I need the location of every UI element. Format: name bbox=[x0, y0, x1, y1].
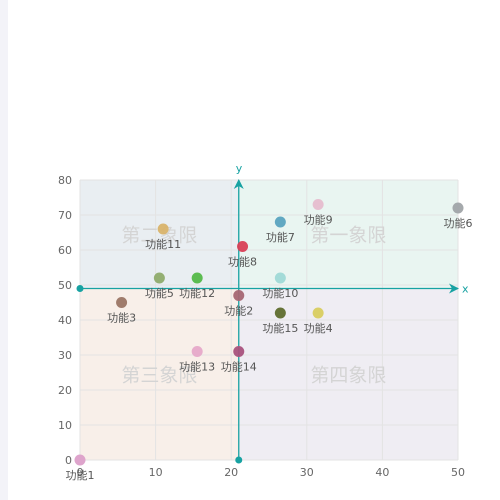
point-label: 功能6 bbox=[444, 216, 473, 230]
point-label: 功能14 bbox=[221, 360, 257, 374]
x-tick-label: 50 bbox=[451, 466, 465, 479]
y-tick-label: 10 bbox=[58, 419, 72, 432]
quadrant-4-bg bbox=[238, 288, 458, 460]
point-label: 功能1 bbox=[66, 468, 95, 482]
scatter-point bbox=[191, 272, 203, 284]
point-label: 功能2 bbox=[224, 304, 253, 318]
data-points: 功能1 功能2 功能3 功能4 功能5 功能6 功能7 功能8 功能9 功能10 功能11 功能12 功… bbox=[66, 199, 473, 482]
point-label: 功能7 bbox=[266, 230, 295, 244]
point-label: 功能3 bbox=[107, 311, 136, 325]
x-tick-label: 10 bbox=[149, 466, 163, 479]
axis-ticks: 0 10 20 30 40 50 0 10 20 30 40 50 60 70 80 bbox=[58, 174, 465, 479]
y-axis-origin-dot bbox=[235, 456, 243, 464]
y-tick-label: 60 bbox=[58, 244, 72, 257]
x-tick-label: 20 bbox=[224, 466, 238, 479]
scatter-point bbox=[233, 290, 245, 301]
x-tick-label: 30 bbox=[300, 466, 314, 479]
scatter-point bbox=[274, 307, 286, 319]
y-tick-label: 50 bbox=[58, 279, 72, 292]
y-tick-label: 70 bbox=[58, 209, 72, 222]
point-label: 功能8 bbox=[228, 255, 257, 269]
y-axis-name: y bbox=[236, 162, 243, 175]
point-label: 功能10 bbox=[262, 286, 298, 300]
quadrant-label: 第一象限 bbox=[310, 224, 386, 246]
scatter-point bbox=[191, 346, 203, 357]
scatter-point bbox=[274, 216, 286, 228]
side-panel-strip bbox=[0, 0, 8, 500]
quadrant-label: 第三象限 bbox=[121, 364, 197, 386]
scatter-point bbox=[274, 272, 286, 284]
y-tick-label: 40 bbox=[58, 314, 72, 327]
point-label: 功能11 bbox=[145, 237, 181, 251]
x-axis-name: x bbox=[462, 283, 469, 296]
scatter-point bbox=[116, 297, 128, 308]
scatter-point bbox=[237, 241, 249, 252]
grid-lines bbox=[79, 179, 459, 461]
point-label: 功能13 bbox=[179, 360, 215, 374]
quadrant-3-bg bbox=[80, 288, 239, 460]
y-tick-label: 80 bbox=[58, 174, 72, 187]
scatter-point bbox=[312, 307, 324, 319]
x-tick-label: 40 bbox=[375, 466, 389, 479]
point-label: 功能4 bbox=[304, 321, 333, 335]
center-axes: xy bbox=[76, 162, 469, 464]
y-tick-label: 30 bbox=[58, 349, 72, 362]
quadrant-2-bg bbox=[80, 180, 239, 289]
scatter-point bbox=[452, 202, 464, 214]
y-tick-label: 0 bbox=[65, 454, 72, 467]
point-label: 功能9 bbox=[304, 213, 333, 227]
scatter-point bbox=[157, 223, 169, 235]
y-tick-label: 20 bbox=[58, 384, 72, 397]
point-label: 功能5 bbox=[145, 286, 174, 300]
x-axis-arrow bbox=[449, 283, 459, 294]
scatter-point bbox=[74, 454, 86, 466]
x-tick-label: 0 bbox=[77, 466, 84, 479]
scatter-point bbox=[233, 346, 245, 357]
quadrant-label: 第二象限 bbox=[121, 224, 197, 246]
quadrant-1-bg bbox=[238, 180, 458, 289]
scatter-point bbox=[312, 199, 324, 210]
scatter-point bbox=[153, 272, 165, 284]
quadrant-backgrounds bbox=[80, 180, 458, 460]
quadrant-label: 第四象限 bbox=[310, 364, 386, 386]
y-axis-arrow bbox=[233, 179, 244, 189]
x-axis-origin-dot bbox=[76, 285, 84, 292]
point-label: 功能12 bbox=[179, 286, 215, 300]
point-label: 功能15 bbox=[262, 321, 298, 335]
